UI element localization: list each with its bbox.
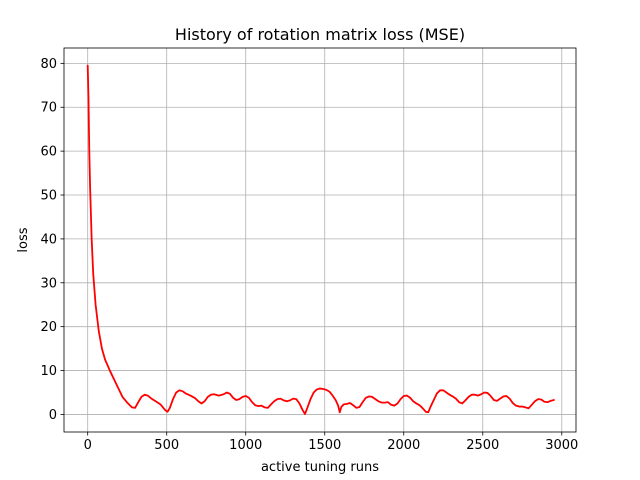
x-tick-label: 0 [84,438,92,453]
x-tick-label: 2500 [466,438,499,453]
y-axis-label: loss [16,227,31,252]
axes-frame [63,47,577,433]
y-tick-label: 30 [40,276,57,291]
y-tick-label: 60 [40,145,57,160]
x-tick-label: 1000 [229,438,262,453]
chart-title: History of rotation matrix loss (MSE) [175,25,465,44]
plot-line-layer [86,64,555,415]
y-tick-label: 0 [49,408,57,423]
x-tick-label: 2000 [387,438,420,453]
y-tick-label: 80 [40,57,57,72]
ticks: 0 500 1000 1500 2000 2500 3000 0 10 20 30 40 50 60 70 8… [40,57,578,453]
grid [64,48,576,432]
loss-series-line [86,64,555,415]
y-tick-label: 40 [40,232,57,247]
y-tick-label: 10 [40,364,57,379]
x-tick-label: 3000 [545,438,578,453]
y-tick-label: 50 [40,189,57,204]
y-tick-label: 20 [40,320,57,335]
x-tick-label: 1500 [308,438,341,453]
y-tick-label: 70 [40,101,57,116]
x-axis-label: active tuning runs [261,460,379,475]
x-tick-label: 500 [154,438,179,453]
